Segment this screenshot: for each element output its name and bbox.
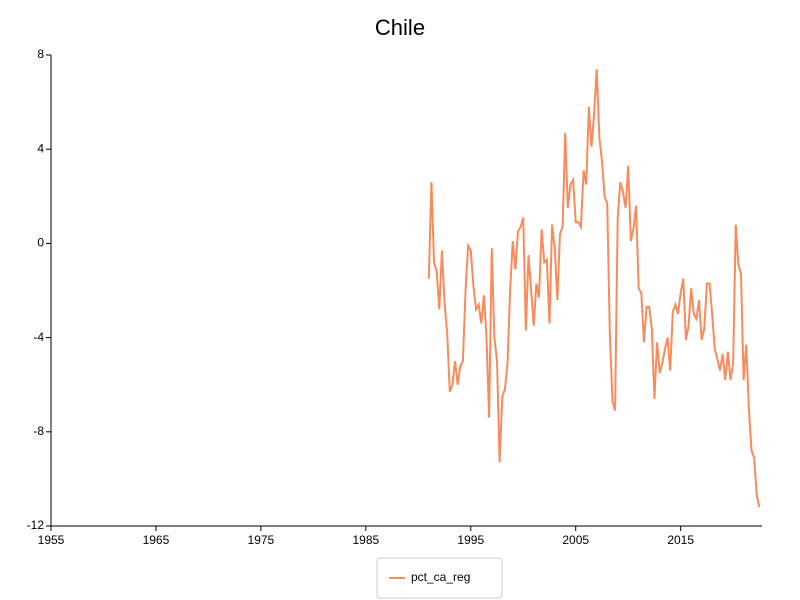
chart-title: Chile: [375, 15, 425, 40]
data-line: [427, 69, 761, 508]
y-tick-label: 4: [37, 141, 44, 155]
x-tick-label: 1985: [352, 533, 379, 547]
y-tick-label: 8: [37, 47, 44, 61]
x-tick-label: 1975: [248, 533, 275, 547]
y-tick-label: -4: [33, 330, 44, 344]
legend-label: pct_ca_reg: [411, 570, 470, 584]
x-tick-label: 2015: [667, 533, 694, 547]
x-tick-label: 2005: [562, 533, 589, 547]
y-tick-label: -8: [33, 424, 44, 438]
y-tick-label: 0: [37, 236, 44, 250]
y-tick-label: -12: [27, 518, 45, 532]
x-tick-label: 1955: [38, 533, 65, 547]
legend-box: [376, 557, 503, 599]
x-tick-label: 1995: [457, 533, 484, 547]
x-tick-label: 1965: [143, 533, 170, 547]
